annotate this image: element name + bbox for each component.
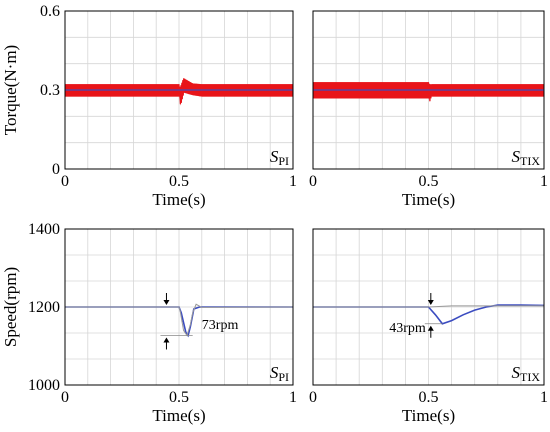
speed-pi-y-tick-label: 1000 — [28, 377, 60, 394]
speed-tix-speed-series-1 — [313, 305, 544, 308]
torque-pi-corner-label-sub: PI — [278, 154, 289, 168]
speed-pi-x-axis-label: Time(s) — [152, 406, 205, 425]
speed-pi-y-tick-label: 1200 — [28, 299, 60, 316]
speed-tix-arrow-down-head — [427, 300, 434, 305]
torque-tix-x-tick-label: 0.5 — [419, 173, 439, 190]
torque-pi-y-tick-label: 0.3 — [40, 82, 60, 99]
torque-pi-corner-label-main: S — [270, 147, 279, 166]
speed-tix-x-tick-label: 0 — [309, 389, 317, 406]
speed-pi-arrow-up-head — [163, 337, 170, 343]
speed-pi-corner-label: SPI — [270, 363, 289, 384]
torque-tix-x-axis-label: Time(s) — [402, 190, 455, 209]
torque-tix-corner-label: STIX — [512, 147, 541, 168]
speed-tix-arrow-up-head — [427, 325, 434, 331]
torque-pi-x-tick-label: 1 — [289, 173, 297, 190]
torque-tix-x-tick-label: 0 — [309, 173, 317, 190]
speed-pi-panel: 0 0.5 1 Time(s) 1000 1200 1400 Speed(rpm) SPI 73r… — [1, 221, 297, 425]
torque-pi-x-tick-label: 0.5 — [169, 173, 189, 190]
torque-tix-frame — [312, 10, 545, 170]
torque-pi-y-axis-label: Torque(N·m) — [1, 45, 20, 135]
speed-pi-x-tick-label: 0 — [61, 389, 69, 406]
torque-tix-panel: 0 0.5 1 Time(s) STIX — [309, 10, 548, 209]
speed-tix-corner-label-sub: TIX — [520, 370, 540, 384]
speed-pi-x-tick-label: 0.5 — [169, 389, 189, 406]
torque-pi-corner-label: SPI — [270, 147, 289, 168]
speed-tix-x-axis-label: Time(s) — [402, 406, 455, 425]
speed-pi-arrow-down-head — [163, 300, 170, 305]
speed-pi-x-tick-label: 1 — [289, 389, 297, 406]
torque-pi-x-axis-label: Time(s) — [152, 190, 205, 209]
speed-tix-frame — [312, 228, 545, 386]
speed-tix-panel: 0 0.5 1 Time(s) STIX 43rpm — [309, 228, 548, 425]
speed-pi-corner-label-main: S — [270, 363, 279, 382]
torque-tix-x-tick-label: 1 — [540, 173, 548, 190]
speed-tix-x-tick-label: 0.5 — [419, 389, 439, 406]
torque-pi-y-tick-label: 0.6 — [40, 3, 60, 20]
speed-tix-plot-area — [313, 304, 544, 325]
speed-tix-dip-annotation: 43rpm — [389, 321, 426, 336]
torque-pi-plot-area — [65, 78, 293, 106]
speed-pi-dip-annotation: 73rpm — [202, 318, 239, 333]
torque-pi-panel: 0 0.5 1 Time(s) 0 0.3 0.6 Torque(N·m) SPI — [1, 3, 297, 209]
torque-pi-y-tick-label: 0 — [52, 161, 60, 178]
torque-tix-corner-label-main: S — [512, 147, 521, 166]
torque-pi-torque-ripple-band — [65, 78, 293, 106]
speed-pi-frame — [64, 228, 294, 386]
speed-tix-corner-label: STIX — [512, 363, 541, 384]
torque-tix-plot-area — [313, 82, 544, 102]
torque-pi-x-tick-label: 0 — [61, 173, 69, 190]
speed-pi-corner-label-sub: PI — [278, 370, 289, 384]
speed-tix-corner-label-main: S — [512, 363, 521, 382]
speed-pi-y-tick-label: 1400 — [28, 221, 60, 238]
speed-pi-speed-series-1 — [65, 303, 293, 337]
speed-tix-x-tick-label: 1 — [540, 389, 548, 406]
torque-pi-frame — [64, 10, 294, 170]
speed-tix-speed-series-0 — [313, 304, 544, 325]
torque-tix-torque-ripple-band — [313, 82, 544, 102]
speed-pi-y-axis-label: Speed(rpm) — [1, 267, 20, 347]
torque-tix-corner-label-sub: TIX — [520, 154, 540, 168]
speed-pi-plot-area — [65, 303, 293, 338]
